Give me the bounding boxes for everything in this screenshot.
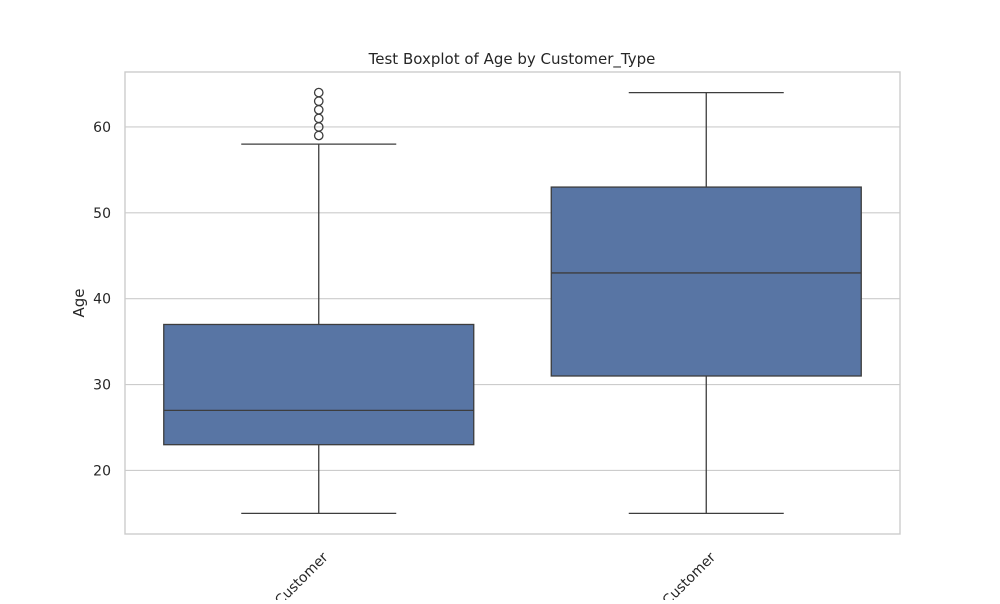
y-tick-label: 50 bbox=[93, 206, 111, 222]
plot-frame bbox=[124, 71, 901, 535]
iqr-box bbox=[550, 186, 862, 377]
outlier-point bbox=[313, 130, 324, 141]
y-tick-label: 20 bbox=[93, 463, 111, 479]
plot-border bbox=[124, 71, 901, 535]
box-group bbox=[550, 91, 862, 515]
y-tick-label: 30 bbox=[93, 378, 111, 394]
box-group bbox=[163, 87, 475, 515]
x-tick-label: Customer bbox=[660, 549, 720, 600]
iqr-box bbox=[163, 323, 475, 446]
y-tick-label: 40 bbox=[93, 292, 111, 308]
outlier-point bbox=[313, 113, 324, 124]
outlier-point bbox=[313, 87, 324, 98]
x-tick-labels: Customer Customer bbox=[272, 549, 720, 604]
y-axis-label: Age bbox=[70, 288, 88, 317]
box-series bbox=[163, 87, 862, 515]
y-tick-labels: 20 30 40 50 60 bbox=[93, 120, 111, 479]
outlier-point bbox=[313, 96, 324, 107]
outlier-point bbox=[313, 104, 324, 115]
y-tick-label: 60 bbox=[93, 120, 111, 136]
x-tick-label: Customer bbox=[272, 549, 332, 600]
chart-title: Test Boxplot of Age by Customer_Type bbox=[368, 50, 656, 69]
